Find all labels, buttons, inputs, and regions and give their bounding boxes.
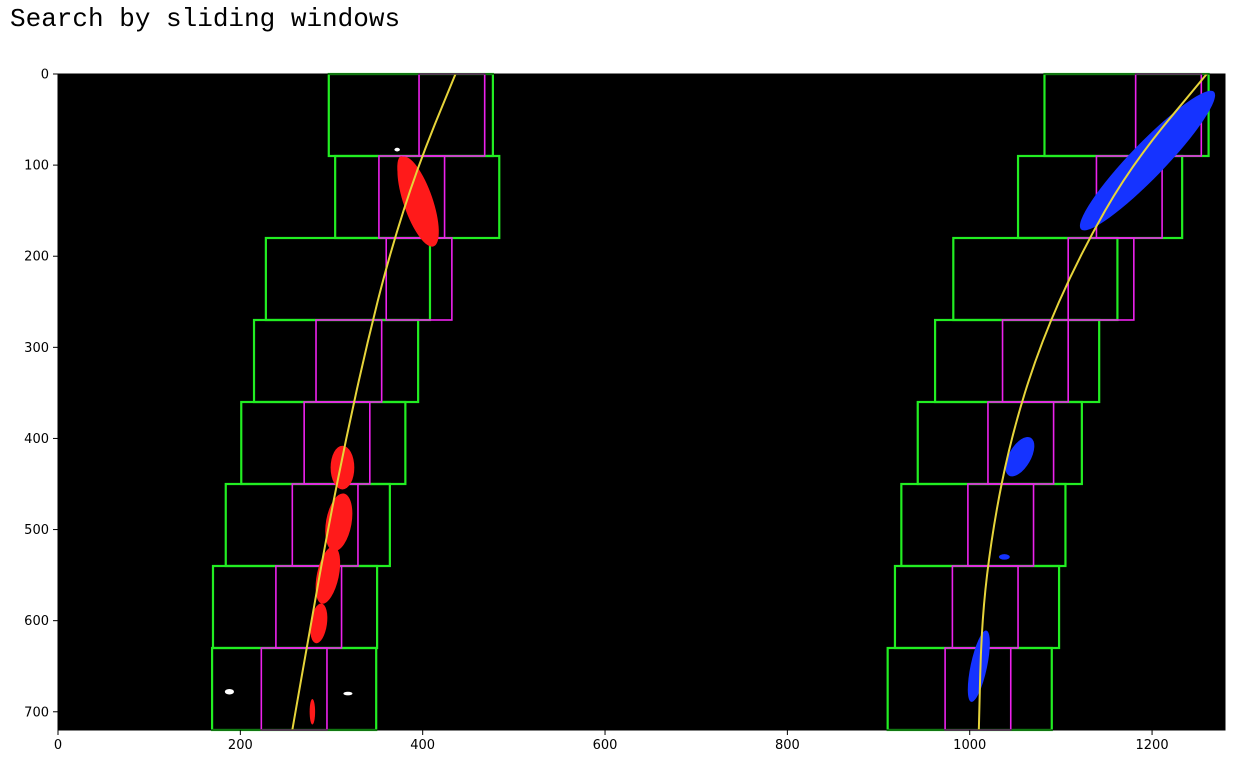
x-tick-label: 1200 [1136,738,1169,753]
page-title: Search by sliding windows [10,4,401,34]
x-tick-label: 200 [228,738,253,753]
y-tick-label: 400 [24,432,49,447]
left-lane-pixels [397,156,412,196]
x-tick-label: 600 [593,738,618,753]
left-lane-fit-curve [291,73,457,731]
y-tick-label: 0 [41,68,49,83]
right-lane-refined-window [1067,237,1135,321]
x-tick-label: 800 [775,738,800,753]
left-lane-pixels [330,445,355,490]
left-lane-refined-window [385,237,453,321]
stray-pixels [224,689,234,695]
stray-pixels [394,147,400,152]
x-axis: 0 200 400 600 800 1000 1200 [54,730,1169,753]
y-tick-label: 600 [24,614,49,629]
y-tick-label: 500 [24,523,49,538]
y-tick-label: 300 [24,341,49,356]
right-lane-fit-curve [977,73,1208,731]
y-axis: 0 100 200 300 400 500 600 700 [24,68,58,720]
y-tick-label: 200 [24,250,49,265]
stray-pixels [343,691,353,696]
x-tick-label: 400 [410,738,435,753]
right-lane-pixels [998,554,1010,560]
left-lane-pixels [309,699,316,725]
right-lane-pixels [967,630,990,702]
y-tick-label: 100 [24,159,49,174]
x-tick-label: 0 [54,738,62,753]
y-tick-label: 700 [24,705,49,720]
x-tick-label: 1000 [953,738,986,753]
right-lane-pixels [1005,436,1035,477]
left-lane-pixels [310,603,328,644]
plot-frame [57,73,1226,731]
fit-curves-layer [291,73,1208,731]
